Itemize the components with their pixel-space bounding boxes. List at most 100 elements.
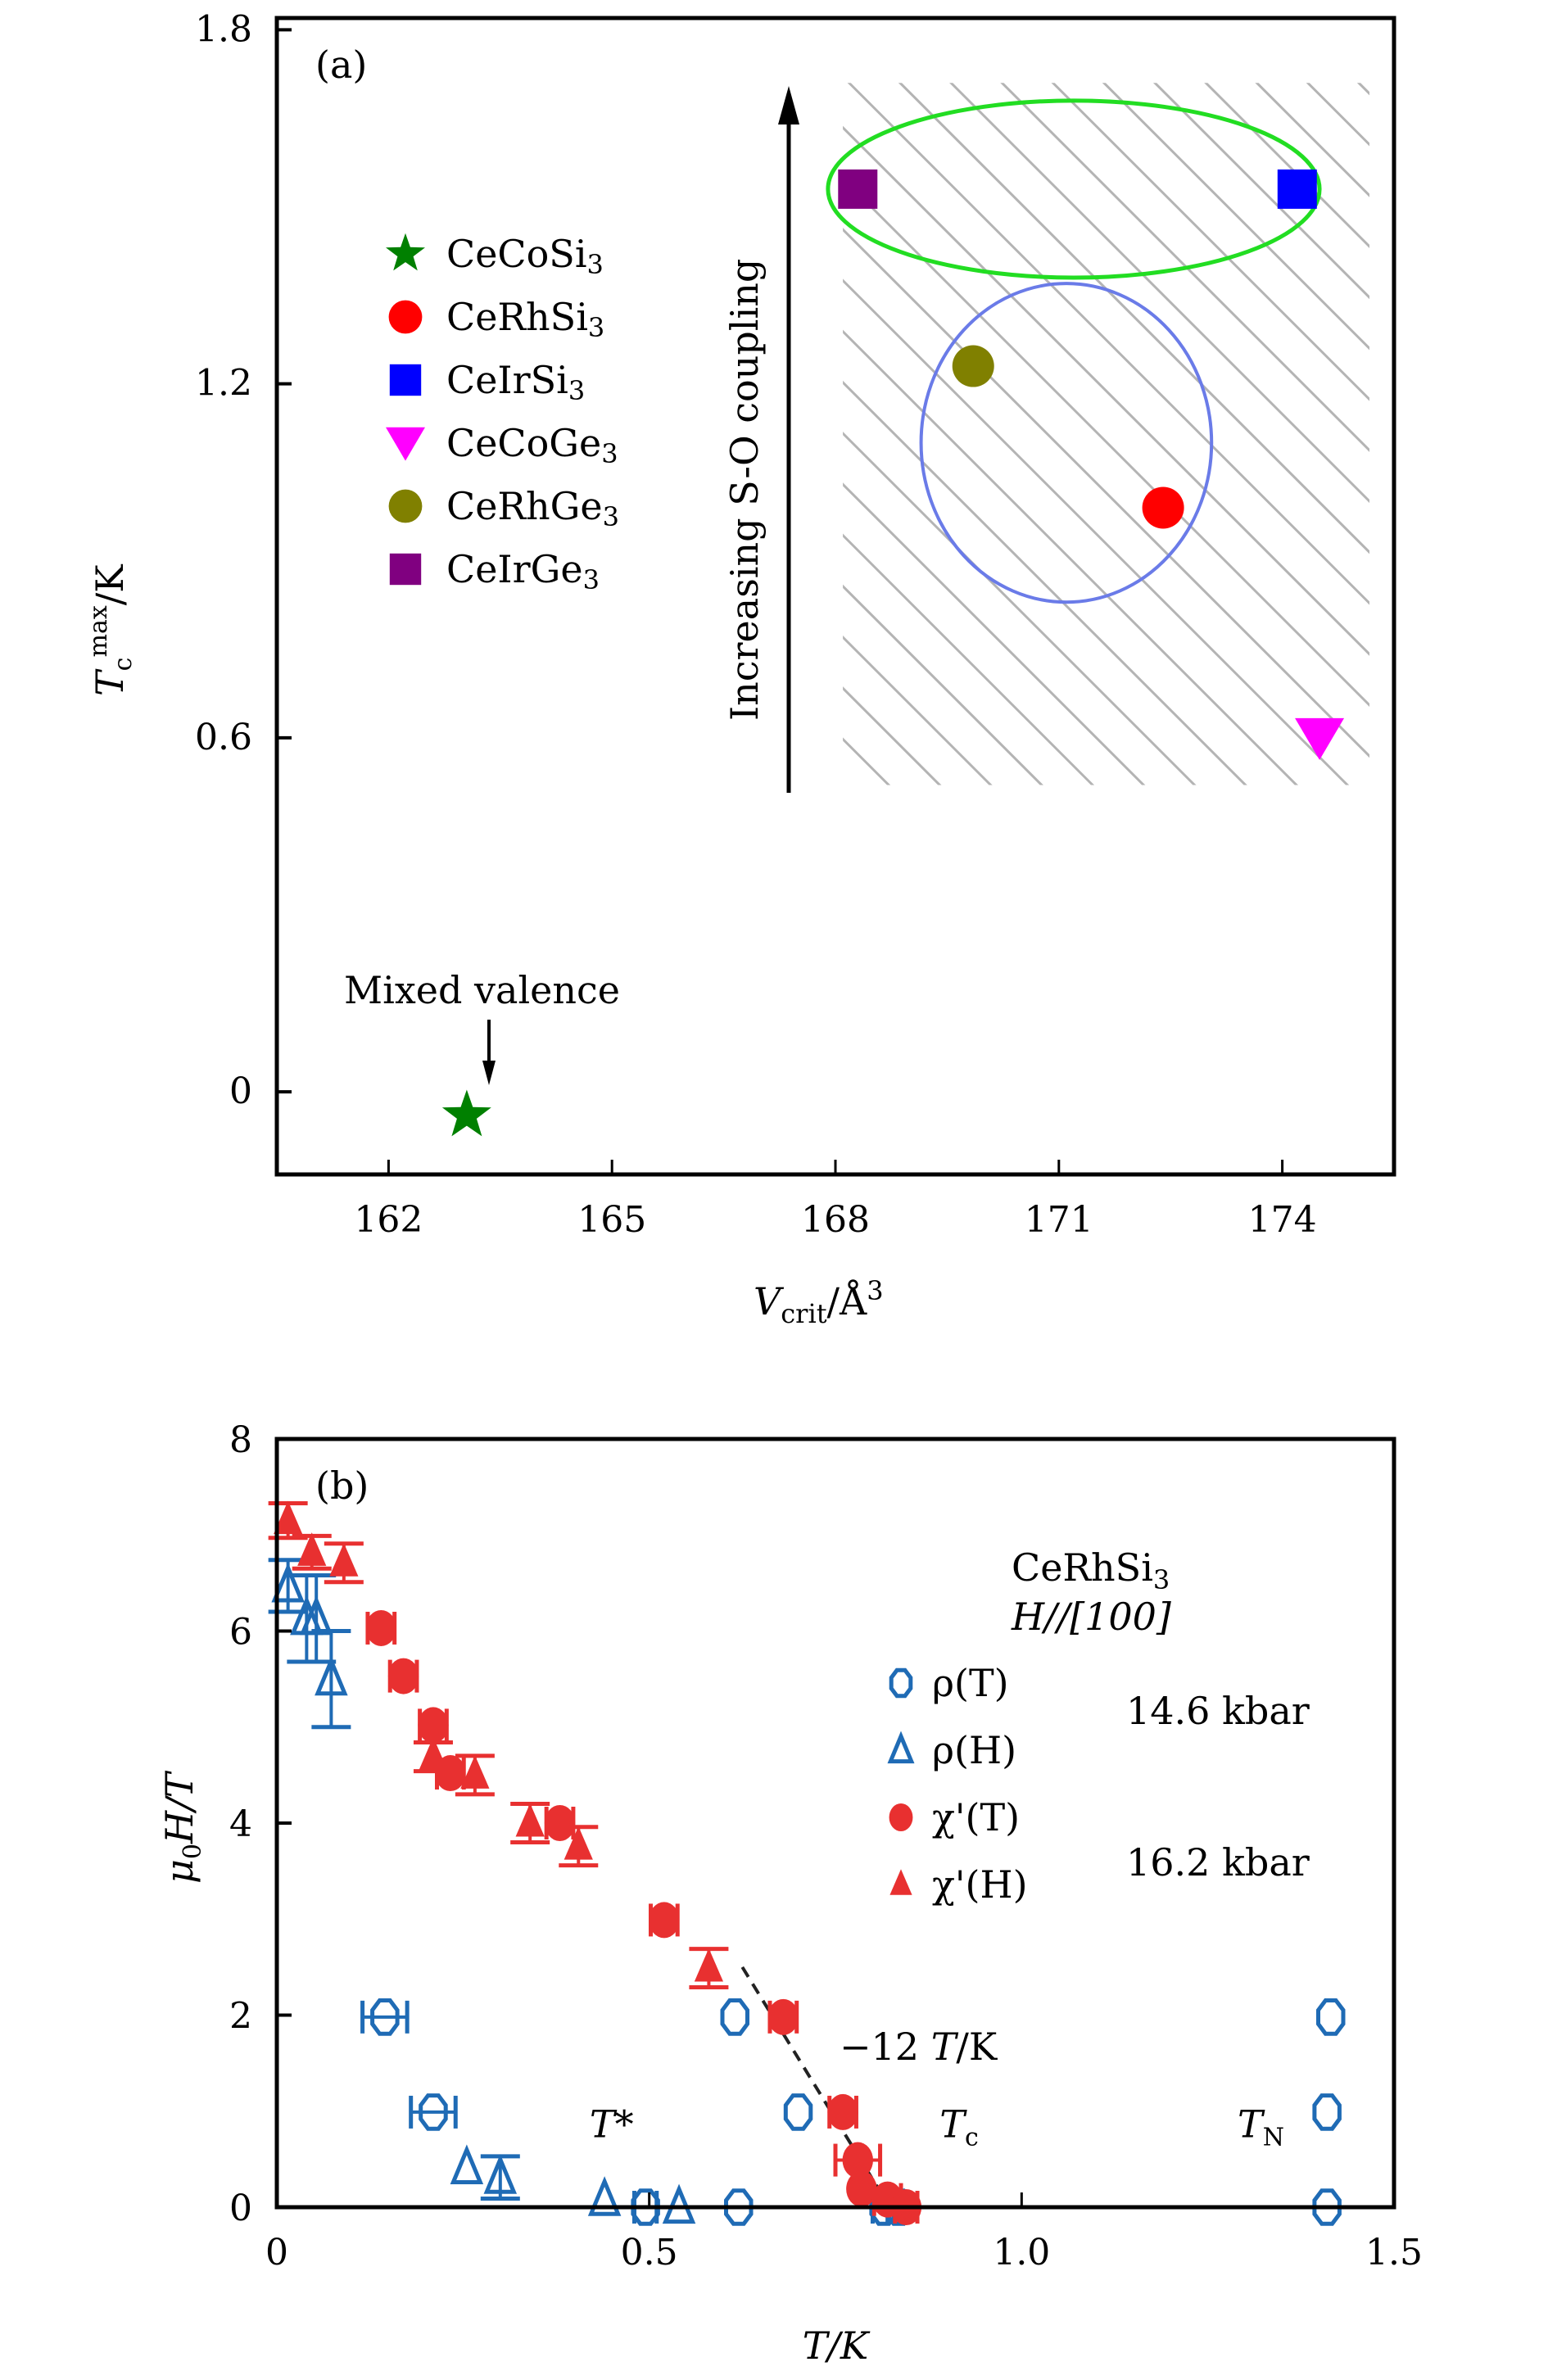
field-direction-label: H//[100]	[1011, 1595, 1171, 1639]
green-ellipse	[826, 98, 1322, 280]
group-shapes	[826, 98, 1322, 604]
point-ρ(T)	[783, 2093, 813, 2131]
legend-label-sub: 3	[601, 438, 618, 469]
point-χ'(H)	[297, 1532, 327, 1566]
y-tick-label: 0	[229, 2188, 252, 2229]
phase-label-main: T	[1238, 2102, 1265, 2146]
phase-label-main: T	[590, 2102, 618, 2146]
legend-marker-ρ(H)	[887, 1731, 915, 1764]
point-CeCoSi3	[441, 1089, 491, 1137]
point-ρ(H)	[450, 2144, 484, 2185]
panel-b-frame	[274, 1437, 1396, 2210]
point-ρ(T)	[724, 2188, 754, 2226]
point-CeIrSi3	[1277, 169, 1317, 209]
arrowhead-down-icon	[482, 1061, 496, 1085]
legend-label-sub: 3	[588, 312, 604, 343]
x-tick-label: 168	[801, 1199, 870, 1241]
legend-label-main: CeRhSi	[446, 295, 588, 339]
slope-label: −12 T/K	[840, 2025, 998, 2069]
panel-b: 0 0.5 1.0 1.5 0 2 4 6 8 (b) CeRhSi3 H//[100] ρ(T…	[157, 1419, 1423, 2368]
point-CeCoGe3	[1295, 717, 1345, 760]
point-χ'(T)	[827, 2093, 858, 2130]
point-χ'(T)	[842, 2142, 873, 2179]
point-ρ(H)	[271, 1562, 305, 1603]
legend-label: CeIrGe3	[446, 547, 600, 595]
x-tick-label: 1.0	[993, 2232, 1050, 2274]
y-tick-label: 0.6	[195, 717, 252, 758]
legend-label: CeRhGe3	[446, 484, 619, 532]
legend-marker-CeCoGe3	[386, 427, 425, 461]
legend-marker-ρ(T)	[889, 1667, 913, 1699]
legend-marker-CeIrSi3	[389, 364, 422, 396]
point-ρ(T)	[720, 1998, 749, 2036]
legend-label: CeCoGe3	[446, 421, 618, 469]
blue-circle	[919, 282, 1214, 604]
x-axis-title-rest: /Å	[827, 1278, 867, 1323]
phase-label-main: T	[939, 2102, 967, 2146]
legend-label: CeRhSi3	[446, 295, 604, 343]
y-axis-title-rest: /K	[88, 563, 132, 605]
y-axis-title-b-rest: H/T	[157, 1770, 201, 1844]
y-tick-label: 4	[229, 1803, 252, 1845]
y-axis-title-main: T	[88, 668, 132, 696]
point-χ'(T)	[767, 1998, 799, 2035]
so-coupling-label: Increasing S-O coupling	[722, 259, 767, 721]
panel-b-points	[268, 1500, 1346, 2226]
point-ρ(T)	[631, 2188, 660, 2226]
y-tick-label: 1.8	[195, 8, 252, 50]
slope-rest: /K	[956, 2025, 998, 2069]
y-axis-title-a: Tcmax/K	[84, 563, 138, 696]
point-ρ(T)	[1316, 1998, 1346, 2036]
legend-label-main: CeIrGe	[446, 547, 583, 591]
point-CeRhSi3	[1142, 486, 1184, 529]
x-tick-label: 171	[1025, 1199, 1093, 1241]
legend-label: CeCoSi3	[446, 232, 604, 280]
y-tick-label: 2	[229, 1996, 252, 2038]
point-ρ(T)	[1312, 2093, 1342, 2131]
point-χ'(H)	[419, 1736, 448, 1771]
legend-label: ρ(H)	[932, 1728, 1016, 1772]
point-χ'(T)	[365, 1609, 397, 1646]
y-tick-label: 8	[229, 1419, 252, 1461]
panel-b-ticks: 0 0.5 1.0 1.5 0 2 4 6 8	[229, 1419, 1423, 2274]
x-tick-label: 1.5	[1365, 2232, 1423, 2274]
x-tick-label: 165	[577, 1199, 646, 1241]
slope-italic: T	[931, 2025, 959, 2069]
phase-label-sub: N	[1263, 2123, 1284, 2152]
phase-label: TN	[1238, 2102, 1284, 2152]
point-χ'(H)	[564, 1826, 593, 1860]
legend-label-main: CeCoGe	[446, 421, 601, 465]
pressure-label-1: 14.6 kbar	[1126, 1689, 1310, 1733]
phase-label-rest: *	[615, 2102, 634, 2146]
legend-marker-CeCoSi3	[386, 233, 425, 271]
legend-label-sub: 3	[568, 375, 585, 406]
phase-labels: T* Tc TN	[590, 2102, 1284, 2152]
x-tick-label: 0.5	[621, 2232, 678, 2274]
legend-label-main: CeRhGe	[446, 484, 603, 528]
legend-marker-CeRhSi3	[388, 300, 423, 334]
point-χ'(H)	[460, 1755, 490, 1789]
phase-label-sub: c	[965, 2123, 979, 2152]
y-axis-title-sub: c	[109, 658, 138, 672]
legend-marker-CeIrGe3	[389, 553, 422, 586]
phase-label: T*	[590, 2102, 634, 2146]
point-χ'(T)	[387, 1658, 419, 1695]
panel-a-legend: CeCoSi3CeRhSi3CeIrSi3CeCoGe3CeRhGe3CeIrG…	[386, 232, 619, 595]
x-axis-title-a: Vcrit/Å3	[754, 1275, 884, 1329]
point-χ'(T)	[649, 1902, 680, 1939]
legend-label-sub: 3	[587, 249, 604, 280]
x-tick-label: 0	[265, 2232, 288, 2274]
panel-b-label: (b)	[315, 1464, 369, 1508]
x-axis-title-b: T/K	[803, 2323, 871, 2368]
y-axis-title-b-sub: 0	[179, 1844, 207, 1859]
point-ρ(H)	[483, 2154, 518, 2194]
legend-marker-CeRhGe3	[388, 489, 423, 523]
x-tick-label: 174	[1248, 1199, 1317, 1241]
x-axis-title-sub: crit	[781, 1298, 826, 1329]
phase-label: Tc	[939, 2102, 979, 2152]
compound-label: CeRhSi3	[1012, 1545, 1170, 1595]
point-χ'(H)	[694, 1948, 724, 1982]
point-ρ(T)	[1312, 2188, 1342, 2226]
